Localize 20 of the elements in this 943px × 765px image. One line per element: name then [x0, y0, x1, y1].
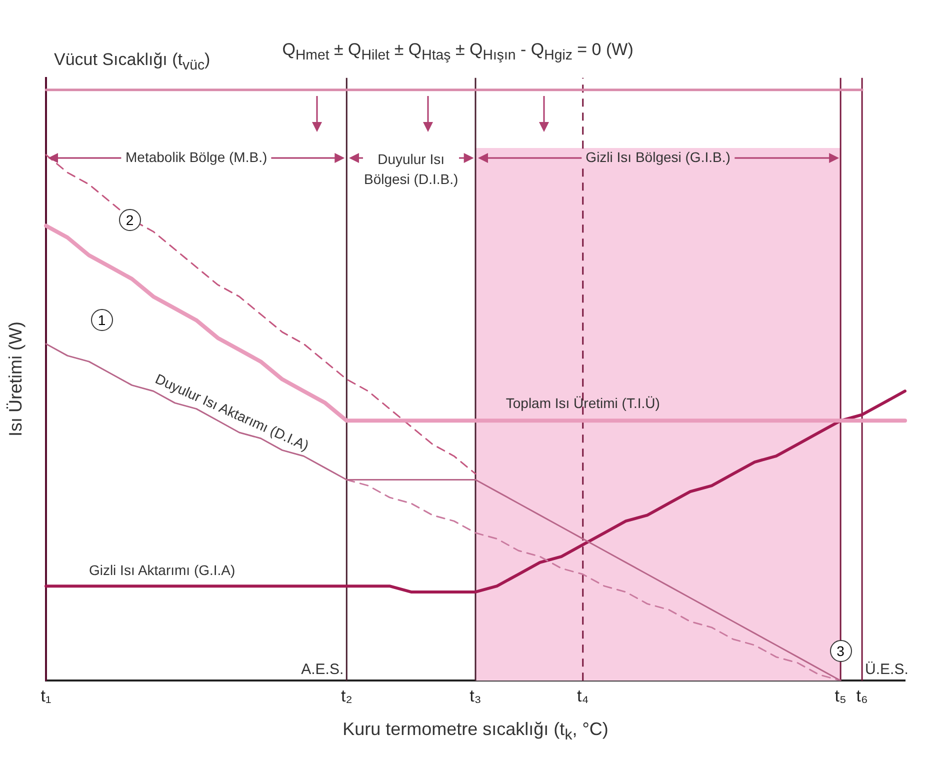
series-label: Vücut Sıcaklığı (t$_{vüc}$) — [54, 50, 210, 74]
x-tick-label: t₂ — [340, 686, 352, 706]
annotation: 2 — [118, 208, 141, 231]
x-tick-label: t₄ — [577, 686, 589, 706]
series-label: Gizli Isı Aktarımı (G.I.A) — [88, 562, 236, 578]
ref-line-label: Ü.E.S. — [865, 661, 908, 678]
series-label: Toplam Isı Üretimi (T.I.Ü) — [506, 394, 660, 411]
annotation: Metabolik Bölge (M.B.) — [122, 148, 272, 165]
x-tick-label: t₆ — [856, 686, 868, 706]
band-label: Gizli Isı Bölgesi (G.I.B.) — [582, 148, 734, 165]
annotation: 3 — [830, 640, 852, 662]
x-tick-label: t₅ — [834, 686, 846, 706]
x-axis-title: Kuru termometre sıcaklığı (t$_{k}$, °C) — [342, 718, 608, 744]
ref-line-label: A.E.S. — [301, 661, 344, 678]
annotation: Duyulur Isı Bölgesi (D.I.B.) — [363, 148, 460, 189]
x-tick-label: t₁ — [40, 686, 52, 706]
text: Q$_{Hmet}$ ± Q$_{Hilet}$ ± Q$_{Htaş}$ ± Q$_{Hışın}$ - Q$_{Hgiz}$ = 0 (W) — [282, 40, 634, 64]
annotation: 1 — [90, 309, 113, 332]
x-tick-label: t₃ — [470, 686, 482, 706]
y-axis-title: Isı Üretimi (W) — [6, 322, 26, 437]
